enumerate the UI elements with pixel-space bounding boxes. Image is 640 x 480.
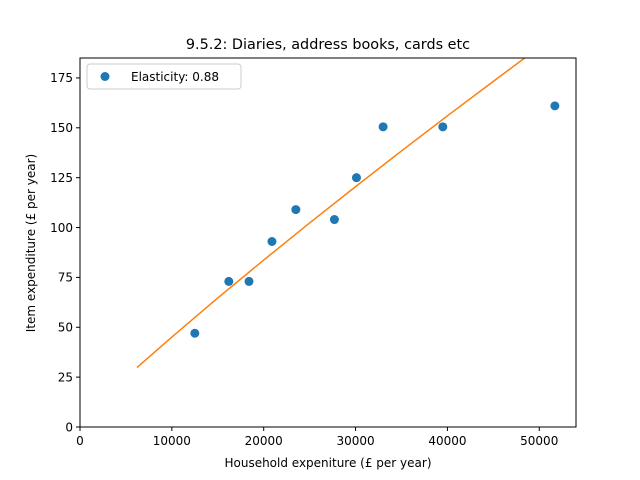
y-tick-label: 125 xyxy=(50,171,73,185)
data-point xyxy=(224,276,234,286)
data-point xyxy=(329,215,339,225)
y-tick-label: 75 xyxy=(58,271,73,285)
data-point xyxy=(550,101,560,111)
y-tick-label: 150 xyxy=(50,121,73,135)
axes: 0 10000 20000 30000 40000 50000 0 25 50 75 100 125 1… xyxy=(50,57,577,448)
x-tick-label: 30000 xyxy=(336,434,374,448)
x-axis-label: Household expeniture (£ per year) xyxy=(224,456,431,470)
x-tick-label: 40000 xyxy=(428,434,466,448)
x-tick-label: 0 xyxy=(76,434,84,448)
legend-label: Elasticity: 0.88 xyxy=(131,70,219,84)
data-point xyxy=(267,237,277,247)
data-point xyxy=(438,122,448,132)
x-tick-label: 50000 xyxy=(520,434,558,448)
y-axis-label: Item expenditure (£ per year) xyxy=(24,154,38,332)
legend: Elasticity: 0.88 xyxy=(86,63,242,90)
y-tick-label: 0 xyxy=(65,420,73,434)
data-point xyxy=(378,122,388,132)
legend-box xyxy=(86,63,242,90)
data-point xyxy=(291,205,301,215)
fit-line xyxy=(136,58,526,369)
x-tick-label: 20000 xyxy=(245,434,283,448)
legend-marker xyxy=(100,72,110,81)
plot-frame xyxy=(79,57,577,428)
plot-content xyxy=(136,58,560,369)
y-tick-label: 100 xyxy=(50,221,73,235)
y-tick-label: 50 xyxy=(58,321,73,335)
data-point xyxy=(351,173,361,183)
y-tick-label: 25 xyxy=(58,370,73,384)
chart-title: 9.5.2: Diaries, address books, cards etc xyxy=(186,37,470,53)
data-point xyxy=(190,328,200,338)
data-point xyxy=(244,276,254,286)
x-tick-label: 10000 xyxy=(153,434,191,448)
y-tick-label: 175 xyxy=(50,71,73,85)
